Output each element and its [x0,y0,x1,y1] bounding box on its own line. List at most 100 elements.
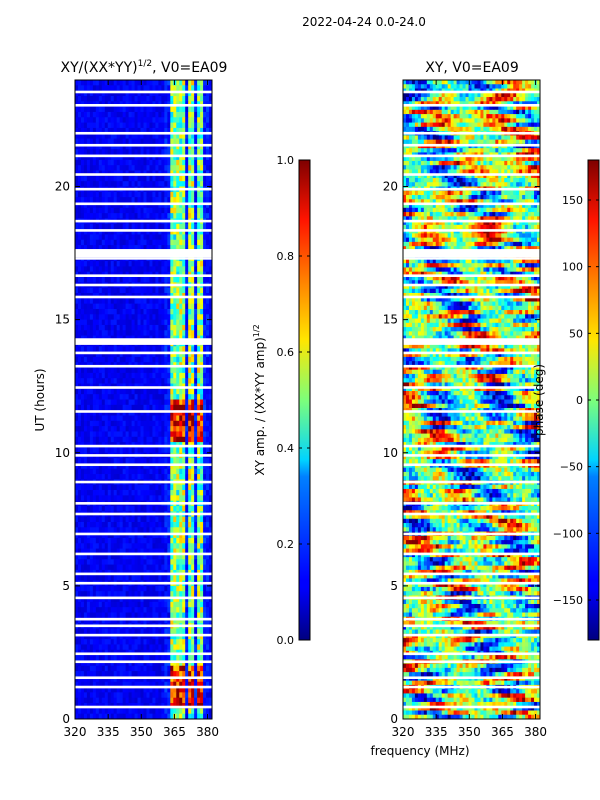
amplitude-cell [105,357,108,363]
amplitude-cell [144,261,147,267]
amplitude-cell [120,431,123,437]
amplitude-cell [96,495,99,501]
amplitude-cell [188,357,191,363]
amplitude-cell [129,325,132,331]
amplitude-cell [146,298,149,304]
amplitude-cell [126,378,129,384]
amplitude-cell [120,288,123,294]
amplitude-cell [135,160,138,166]
amplitude-cell [111,591,114,597]
amplitude-cell [132,160,135,166]
amplitude-cell [200,160,203,166]
amplitude-cell [146,437,149,443]
amplitude-cell [132,277,135,283]
amplitude-cell [185,431,188,437]
amplitude-cell [164,277,167,283]
amplitude-cell [203,213,206,219]
amplitude-cell [155,107,158,113]
amplitude-cell [129,613,132,619]
amplitude-cell [96,298,99,304]
amplitude-cell [191,415,194,421]
amplitude-cell [176,330,179,336]
amplitude-cell [84,644,87,650]
amplitude-cell [141,575,144,581]
amplitude-cell [179,123,182,129]
amplitude-cell [123,421,126,427]
amplitude-cell [182,613,185,619]
amplitude-cell [182,565,185,571]
amplitude-cell [149,538,152,544]
amplitude-cell [191,474,194,480]
amplitude-cell [123,495,126,501]
amplitude-cell [161,357,164,363]
amplitude-cell [188,415,191,421]
amplitude-cell [123,266,126,272]
amplitude-cell [179,575,182,581]
amplitude-cell [191,197,194,203]
amplitude-cell [194,378,197,384]
amplitude-cell [149,309,152,315]
amplitude-cell [96,559,99,565]
amplitude-cell [87,176,90,182]
amplitude-cell [93,607,96,613]
amplitude-cell [146,458,149,464]
amplitude-cell [78,368,81,374]
amplitude-cell [164,309,167,315]
amplitude-cell [194,517,197,523]
amplitude-cell [152,107,155,113]
amplitude-cell [78,266,81,272]
amplitude-cell [111,437,114,443]
amplitude-cell [81,447,84,453]
amplitude-cell [141,149,144,155]
amplitude-cell [176,85,179,91]
amplitude-cell [167,437,170,443]
amplitude-cell [161,123,164,129]
amplitude-cell [194,234,197,240]
amplitude-cell [123,426,126,432]
amplitude-cell [114,426,117,432]
amplitude-cell [144,400,147,406]
amplitude-cell [117,261,120,267]
amplitude-cell [176,261,179,267]
amplitude-cell [135,378,138,384]
amplitude-cell [164,485,167,491]
amplitude-cell [149,639,152,645]
amplitude-cell [149,208,152,214]
amplitude-cell [141,607,144,613]
amplitude-cell [179,261,182,267]
amplitude-cell [149,474,152,480]
amplitude-cell [78,112,81,118]
amplitude-cell [206,474,209,480]
amplitude-cell [93,400,96,406]
amplitude-cell [90,240,93,246]
amplitude-cell [155,192,158,198]
amplitude-cell [138,495,141,501]
amplitude-cell [96,458,99,464]
amplitude-cell [90,298,93,304]
amplitude-cell [144,277,147,283]
amplitude-cell [135,447,138,453]
amplitude-cell [200,437,203,443]
amplitude-cell [102,117,105,123]
amplitude-cell [84,421,87,427]
amplitude-cell [96,373,99,379]
amplitude-cell [102,112,105,118]
amplitude-cell [197,346,200,352]
amplitude-cell [108,628,111,634]
amplitude-cell [146,628,149,634]
amplitude-cell [111,394,114,400]
amplitude-cell [105,415,108,421]
amplitude-cell [155,400,158,406]
amplitude-cell [120,346,123,352]
amplitude-cell [182,591,185,597]
amplitude-cell [167,565,170,571]
amplitude-cell [173,314,176,320]
amplitude-cell [78,426,81,432]
amplitude-cell [161,447,164,453]
amplitude-cell [117,628,120,634]
amplitude-cell [114,107,117,113]
amplitude-cell [135,176,138,182]
amplitude-cell [135,181,138,187]
amplitude-cell [152,213,155,219]
amplitude-cell [185,447,188,453]
